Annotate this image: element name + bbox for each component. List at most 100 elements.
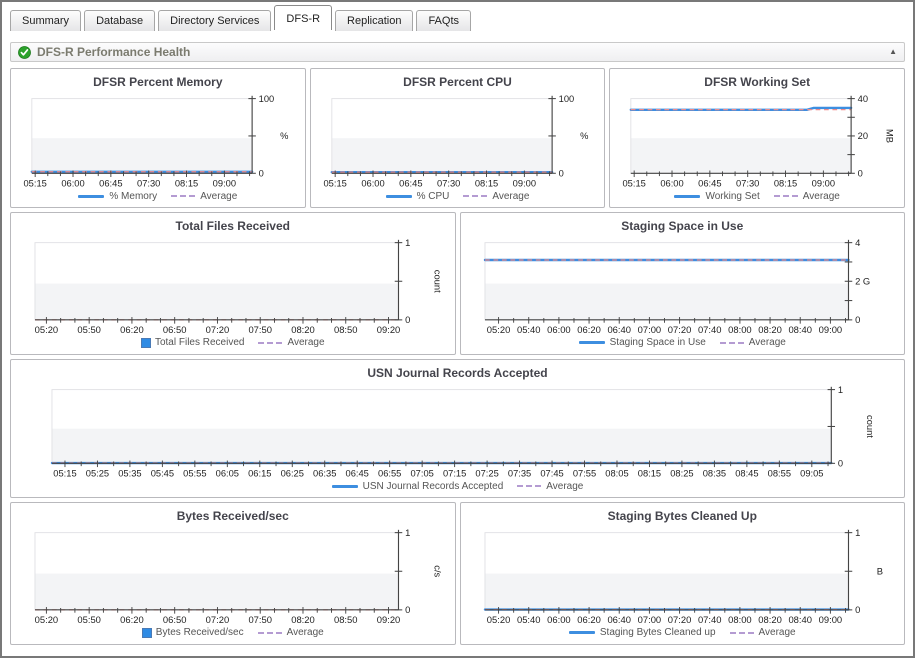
chart-dfsr-percent-cpu: DFSR Percent CPU 0 100% 05:15 06:00 06:45 07:…: [309, 68, 606, 208]
x-tick-label: 07:45: [540, 468, 563, 478]
x-tick-label: 06:00: [661, 178, 684, 188]
chart-legend: % CPU Average: [311, 188, 605, 204]
chart-legend: Bytes Received/sec Average: [11, 625, 455, 641]
x-tick-label: 08:40: [788, 324, 812, 335]
x-tick-label: 05:50: [77, 324, 101, 335]
y-tick-label: 1: [855, 527, 860, 538]
x-tick-label: 07:35: [508, 468, 531, 478]
x-tick-label: 07:50: [248, 324, 272, 335]
legend-series-swatch: [385, 194, 412, 198]
y-tick-label: 0: [405, 604, 410, 615]
tab-replication[interactable]: Replication: [335, 10, 414, 31]
legend-average-swatch: [463, 195, 488, 198]
x-tick-label: 06:20: [577, 614, 601, 625]
x-tick-label: 06:05: [216, 468, 239, 478]
x-tick-label: 09:00: [818, 324, 842, 335]
legend-average-swatch: [773, 195, 798, 198]
section-header-dfsr-performance-health[interactable]: DFS-R Performance Health ▲: [10, 42, 905, 62]
chart-dfsr-percent-memory: DFSR Percent Memory 0 100% 05:15 06:00 06:45…: [10, 68, 306, 208]
legend-series-swatch: [331, 484, 358, 488]
chart-plot: 0 1 count 05:20 05:50 06:20 06:50 07:20 07:50 08:…: [34, 237, 443, 335]
y-tick-label: 0: [855, 604, 860, 615]
x-tick-label: 06:45: [399, 178, 422, 188]
x-tick-label: 06:55: [378, 468, 401, 478]
y-tick-label: 0: [855, 314, 860, 325]
chart-staging-space-in-use: Staging Space in Use 0 2 G 4 05:20 05:40 06:0…: [459, 212, 905, 355]
x-tick-label: 08:50: [334, 324, 358, 335]
x-tick-label: 06:00: [361, 178, 384, 188]
x-tick-label: 08:40: [788, 614, 812, 625]
chart-title: DFSR Percent Memory: [93, 75, 223, 89]
y-tick-label: 1: [405, 237, 410, 248]
x-tick-label: 06:20: [577, 324, 601, 335]
tab-dfs-r[interactable]: DFS-R: [274, 5, 333, 30]
x-tick-label: 06:45: [699, 178, 722, 188]
x-tick-label: 08:20: [291, 324, 315, 335]
x-tick-label: 07:30: [437, 178, 460, 188]
x-tick-label: 08:25: [670, 468, 693, 478]
x-tick-label: 07:20: [206, 324, 230, 335]
x-tick-label: 08:20: [758, 614, 782, 625]
chart-usn-journal-records-accepted: USN Journal Records Accepted 0 1 count 05:1…: [10, 359, 905, 498]
chart-plot: 0 1 B 05:20 05:40 06:00 06:20 06:40 07:00 07:20 07…: [483, 527, 883, 625]
x-tick-label: 08:00: [728, 324, 752, 335]
x-tick-label: 05:20: [486, 614, 510, 625]
x-tick-label: 07:00: [637, 324, 661, 335]
x-tick-label: 07:40: [697, 614, 721, 625]
x-tick-label: 08:05: [605, 468, 628, 478]
y-tick-label: 4: [855, 237, 860, 248]
x-tick-label: 06:00: [547, 324, 571, 335]
x-tick-label: 07:50: [248, 614, 272, 625]
x-tick-label: 06:20: [120, 614, 144, 625]
x-tick-label: 07:55: [573, 468, 596, 478]
x-tick-label: 06:35: [313, 468, 336, 478]
x-tick-label: 06:50: [163, 614, 187, 625]
tab-directory-services[interactable]: Directory Services: [158, 10, 272, 31]
x-tick-label: 05:20: [35, 324, 59, 335]
chart-dfsr-working-set: DFSR Working Set 0 20 40 MB 05:15 06:00 06:45 0…: [609, 68, 906, 208]
legend-average-label: Average: [748, 337, 786, 349]
y-axis-unit: %: [580, 131, 588, 141]
y-axis-unit: count: [432, 270, 443, 293]
tab-database[interactable]: Database: [84, 10, 156, 31]
x-tick-label: 08:20: [758, 324, 782, 335]
legend-series-label: Bytes Received/sec: [155, 627, 244, 639]
tab-bar: Summary Database Directory Services DFS-…: [2, 2, 913, 31]
x-tick-label: 08:15: [638, 468, 661, 478]
charts-row-3: USN Journal Records Accepted 0 1 count 05:1…: [10, 359, 905, 498]
chart-legend: % Memory Average: [11, 188, 305, 204]
y-tick-label: 1: [405, 527, 410, 538]
x-tick-label: 05:15: [623, 178, 646, 188]
legend-series-label: % Memory: [109, 190, 158, 202]
x-tick-label: 05:15: [24, 178, 47, 188]
x-tick-label: 06:15: [248, 468, 271, 478]
x-tick-label: 05:15: [53, 468, 76, 478]
x-tick-label: 05:20: [486, 324, 510, 335]
charts-row-4: Bytes Received/sec 0 1 c/s 05:20 05:50 06:20 0…: [10, 502, 905, 645]
legend-average-swatch: [171, 195, 196, 198]
x-tick-label: 09:00: [213, 178, 236, 188]
legend-average-label: Average: [287, 337, 325, 349]
chart-legend: Staging Bytes Cleaned up Average: [461, 625, 905, 641]
x-tick-label: 08:15: [175, 178, 198, 188]
charts-row-2: Total Files Received 0 1 count 05:20 05:50 06…: [10, 212, 905, 355]
chart-bytes-received-sec: Bytes Received/sec 0 1 c/s 05:20 05:50 06:20 0…: [10, 502, 456, 645]
x-tick-label: 07:40: [697, 324, 721, 335]
chart-legend: USN Journal Records Accepted Average: [11, 478, 904, 494]
x-tick-label: 07:15: [443, 468, 466, 478]
x-tick-label: 05:35: [118, 468, 141, 478]
chart-title: Total Files Received: [175, 219, 291, 233]
x-tick-label: 05:55: [183, 468, 206, 478]
legend-average-label: Average: [546, 480, 584, 492]
up-triangle-icon[interactable]: ▲: [889, 47, 897, 56]
x-tick-label: 06:40: [607, 324, 631, 335]
tab-faqts[interactable]: FAQts: [416, 10, 471, 31]
legend-average-label: Average: [492, 190, 530, 202]
x-tick-label: 07:20: [667, 614, 691, 625]
x-tick-label: 05:45: [151, 468, 174, 478]
tab-summary[interactable]: Summary: [10, 10, 82, 31]
x-tick-label: 09:20: [377, 614, 401, 625]
x-tick-label: 05:20: [35, 614, 59, 625]
legend-series-swatch: [568, 631, 595, 635]
